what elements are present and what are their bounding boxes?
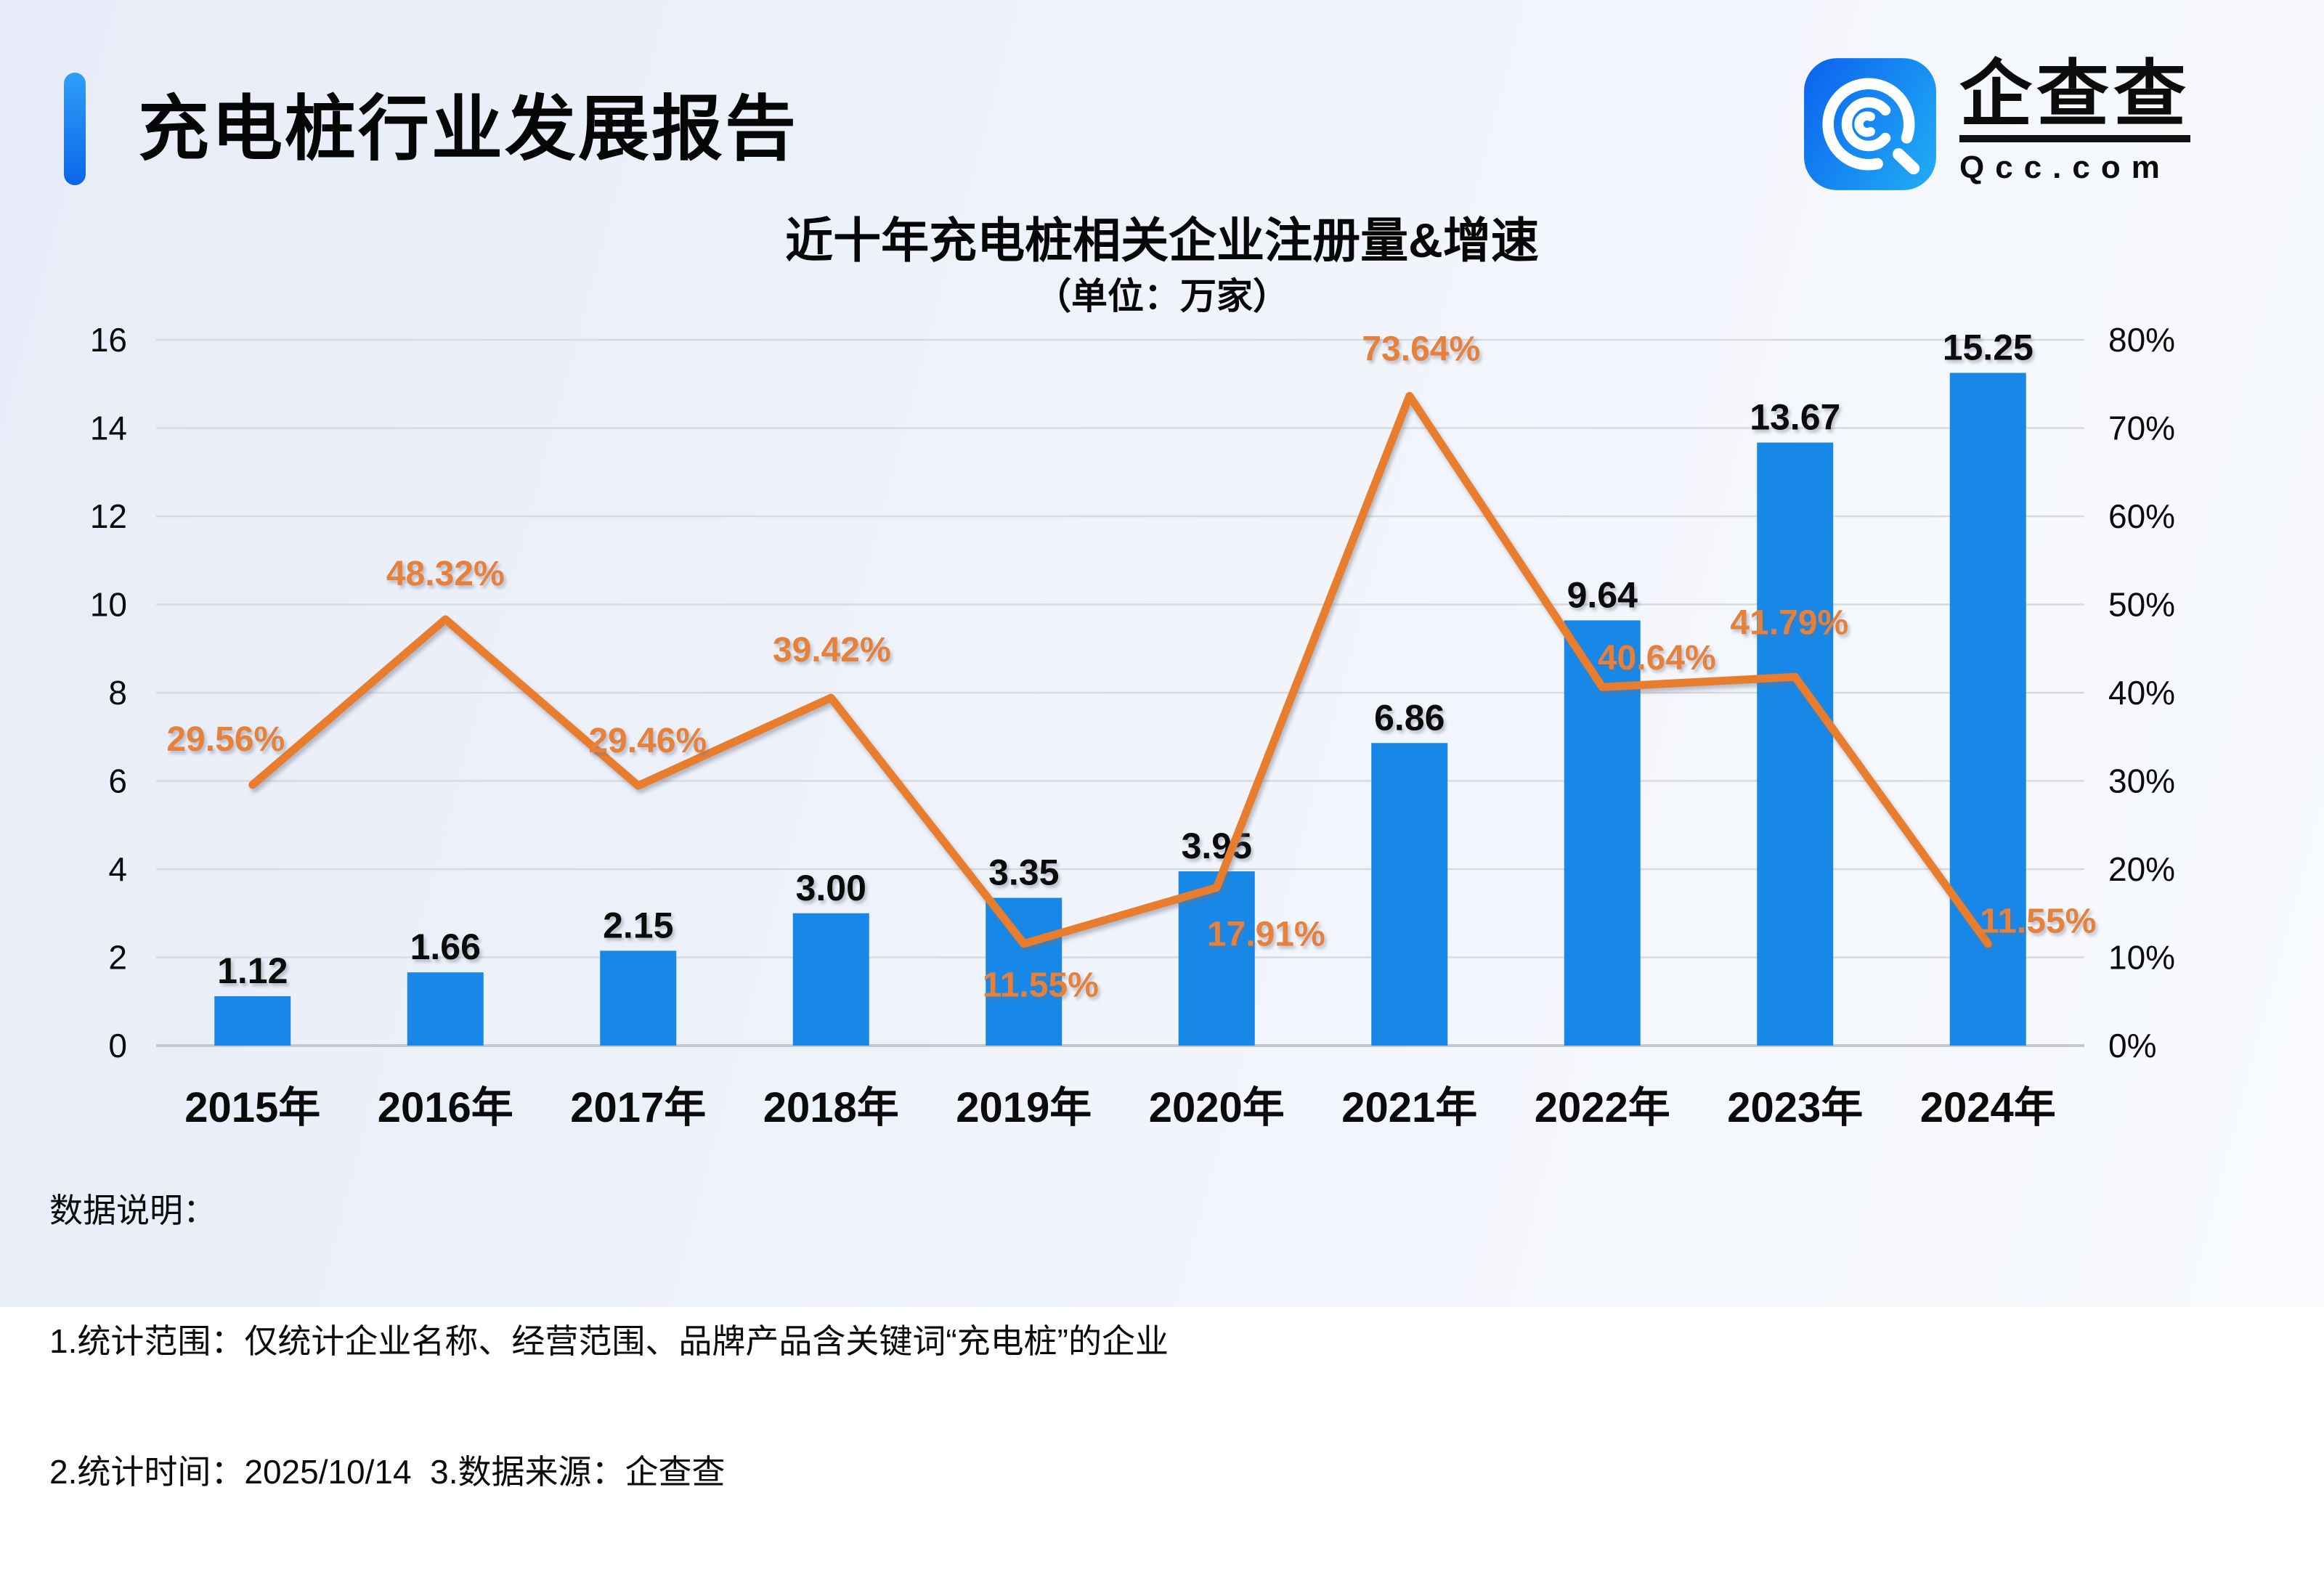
bar-label-2021年: 6.86 xyxy=(1374,697,1445,738)
qcc-logo-icon xyxy=(1804,58,1936,190)
left-tick-10: 10 xyxy=(90,586,127,624)
bar-label-2016年: 1.66 xyxy=(410,927,481,967)
right-tick-10: 10% xyxy=(2108,939,2175,977)
left-tick-0: 0 xyxy=(108,1027,127,1064)
footnotes: 数据说明： 1.统计范围：仅统计企业名称、经营范围、品牌产品含关键词“充电桩”的… xyxy=(49,1127,1169,1586)
logo-inner-c xyxy=(1854,111,1880,137)
bar-2018年 xyxy=(792,913,869,1046)
bar-2024年 xyxy=(1949,372,2026,1046)
line-label-2018年: 39.42% xyxy=(773,631,891,669)
bar-2016年 xyxy=(407,972,484,1046)
bar-2015年 xyxy=(214,995,291,1046)
combo-chart: 0 2 4 6 8 10 12 14 16 0% 10% 20% 30% 40% 50% 60% 70% 80%… xyxy=(90,321,2175,1131)
growth-line xyxy=(248,391,1992,948)
logo-magnifier-handle xyxy=(1893,148,1920,175)
right-tick-20: 20% xyxy=(2108,850,2175,888)
right-tick-50: 50% xyxy=(2108,586,2175,624)
bar-2017年 xyxy=(600,950,677,1046)
bar-label-2018年: 3.00 xyxy=(796,868,866,908)
bar-2023年 xyxy=(1757,442,1834,1046)
logo-name: 企查查 xyxy=(1959,57,2190,142)
right-tick-0: 0% xyxy=(2108,1027,2156,1064)
line-label-2016年: 48.32% xyxy=(386,555,505,593)
left-tick-6: 6 xyxy=(108,762,127,800)
notes-heading: 数据说明： xyxy=(49,1192,216,1229)
left-tick-4: 4 xyxy=(108,850,127,888)
right-tick-40: 40% xyxy=(2108,674,2175,712)
x-label-2023年: 2023年 xyxy=(1727,1084,1863,1131)
line-label-2017年: 29.46% xyxy=(588,722,707,760)
bar-series xyxy=(214,372,2026,1046)
right-axis-ticks: 0% 10% 20% 30% 40% 50% 60% 70% 80% xyxy=(2108,321,2175,1064)
logo-middle-ring xyxy=(1841,97,1896,152)
bar-2020年 xyxy=(1178,871,1255,1046)
logo-domain: Qcc.com xyxy=(1959,150,2171,185)
line-label-2020年: 17.91% xyxy=(1207,915,1325,953)
left-tick-12: 12 xyxy=(90,497,127,535)
right-tick-60: 60% xyxy=(2108,497,2175,535)
line-label-2019年: 11.55% xyxy=(983,966,1099,1005)
bar-label-2023年: 13.67 xyxy=(1750,397,1840,438)
left-tick-14: 14 xyxy=(90,410,127,447)
bar-label-2015年: 1.12 xyxy=(217,950,288,991)
x-label-2018年: 2018年 xyxy=(763,1084,899,1131)
left-tick-16: 16 xyxy=(90,321,127,359)
note-scope: 1.统计范围：仅统计企业名称、经营范围、品牌产品含关键词“充电桩”的企业 xyxy=(49,1322,1169,1360)
bar-label-2017年: 2.15 xyxy=(603,905,673,945)
logo-outer-ring xyxy=(1822,78,1915,171)
x-label-2020年: 2020年 xyxy=(1149,1084,1285,1131)
bar-2021年 xyxy=(1371,743,1448,1046)
x-label-2021年: 2021年 xyxy=(1341,1084,1477,1131)
line-label-2021年: 73.64% xyxy=(1362,330,1480,368)
x-label-2022年: 2022年 xyxy=(1535,1084,1670,1131)
page-title: 充电桩行业发展报告 xyxy=(138,89,799,168)
x-label-2019年: 2019年 xyxy=(956,1084,1092,1131)
line-series xyxy=(248,391,1992,948)
left-tick-8: 8 xyxy=(108,674,127,712)
line-label-2015年: 29.56% xyxy=(166,720,285,759)
bar-label-2024年: 15.25 xyxy=(1943,327,2033,368)
bar-value-labels: 1.121.662.153.00 3.353.956.869.6413.6715.… xyxy=(217,327,2033,991)
bar-2022年 xyxy=(1564,620,1641,1046)
bar-label-2022年: 9.64 xyxy=(1567,574,1638,615)
x-label-2016年: 2016年 xyxy=(378,1084,513,1131)
logo-text: 企查查 Qcc.com xyxy=(1959,57,2190,186)
right-tick-30: 30% xyxy=(2108,762,2175,800)
line-label-2022年: 40.64% xyxy=(1598,639,1716,677)
x-label-2015年: 2015年 xyxy=(184,1084,320,1131)
chart-unit-subtitle: （单位：万家） xyxy=(1035,276,1289,317)
x-label-2024年: 2024年 xyxy=(1920,1084,2056,1131)
left-tick-2: 2 xyxy=(108,939,127,977)
line-label-2024年: 11.55% xyxy=(1980,903,2096,941)
right-tick-70: 70% xyxy=(2108,410,2175,447)
x-label-2017年: 2017年 xyxy=(570,1084,706,1131)
bar-label-2019年: 3.35 xyxy=(988,852,1059,892)
chart-title: 近十年充电桩相关企业注册量&增速 xyxy=(785,213,1539,267)
infographic-canvas: 充电桩行业发展报告 企查查 Qcc.com 近十年充电桩相关企业注册量&增速 （… xyxy=(0,0,2324,1489)
bar-2019年 xyxy=(986,897,1063,1046)
x-axis-labels: 2015年 2016年 2017年 2018年 2019年 2020年 2021年 2022年… xyxy=(184,1084,2056,1131)
line-value-labels: 29.56% 48.32% 29.46% 39.42% 11.55% 17.91% 73.6… xyxy=(166,330,2096,1004)
header-accent-bar xyxy=(64,73,86,185)
note-date-source: 2.统计时间：2025/10/14 3.数据来源：企查查 xyxy=(49,1453,726,1491)
right-tick-80: 80% xyxy=(2108,321,2175,359)
line-label-2023年: 41.79% xyxy=(1730,603,1848,642)
qcc-logo: 企查查 Qcc.com xyxy=(1803,57,2190,192)
left-axis-ticks: 0 2 4 6 8 10 12 14 16 xyxy=(90,321,127,1064)
